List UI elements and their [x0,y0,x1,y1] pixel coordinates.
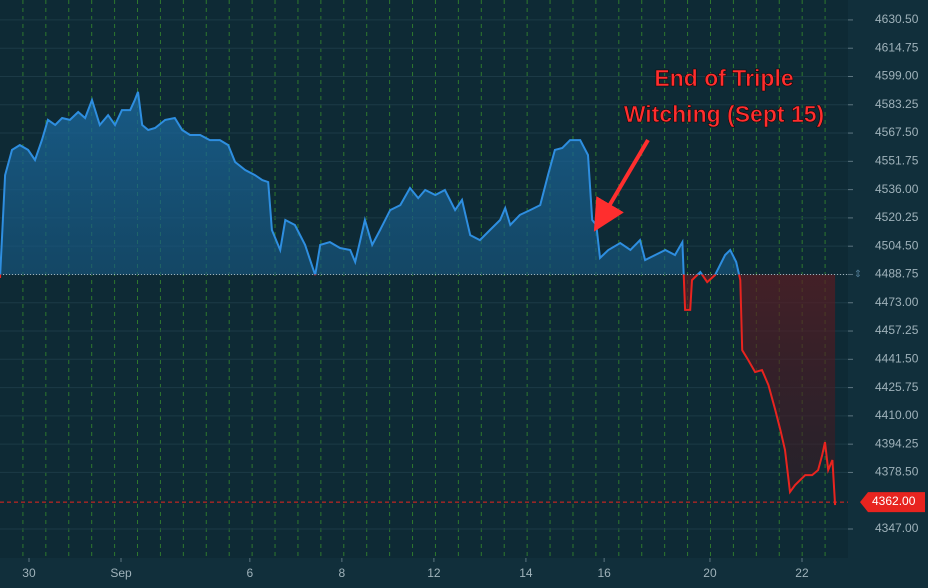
x-tick-label: Sep [110,566,132,580]
y-tick-label: 4425.75 [875,380,919,394]
y-tick-label: 4536.00 [875,182,919,196]
annotation-line: End of Triple [654,65,793,91]
y-tick-label: 4378.50 [875,465,919,479]
line-above [0,91,741,275]
y-tick-label: 4457.25 [875,323,919,337]
y-tick-label: 4347.00 [875,521,919,535]
area-above [0,91,740,275]
y-tick-label: 4520.25 [875,210,919,224]
y-tick-label: 4567.50 [875,125,919,139]
y-tick-label: 4488.75 [875,267,919,281]
x-tick-label: 16 [597,566,611,580]
y-tick-label: 4473.00 [875,295,919,309]
x-tick-label: 20 [703,566,717,580]
x-axis-area [0,558,848,588]
x-tick-label: 8 [339,566,346,580]
y-tick-label: 4583.25 [875,97,919,111]
y-tick-label: 4630.50 [875,12,919,26]
x-tick-label: 14 [519,566,533,580]
x-tick-label: 22 [795,566,809,580]
baseline-marker: ⇕ [854,269,862,280]
x-tick-label: 30 [22,566,36,580]
last-price-label: 4362.00 [872,494,916,508]
last-price-box [860,492,925,513]
annotation-arrow [593,138,650,232]
y-tick-label: 4410.00 [875,408,919,422]
x-tick-label: 6 [247,566,254,580]
y-tick-label: 4551.75 [875,154,919,168]
y-tick-label: 4441.50 [875,351,919,365]
y-axis-area [848,0,928,588]
y-tick-label: 4394.25 [875,436,919,450]
y-tick-label: 4599.00 [875,69,919,83]
area-below [0,274,836,506]
x-tick-label: 12 [427,566,441,580]
annotation-line: Witching (Sept 15) [624,101,824,127]
y-tick-label: 4504.50 [875,238,919,252]
y-tick-label: 4614.75 [875,40,919,54]
